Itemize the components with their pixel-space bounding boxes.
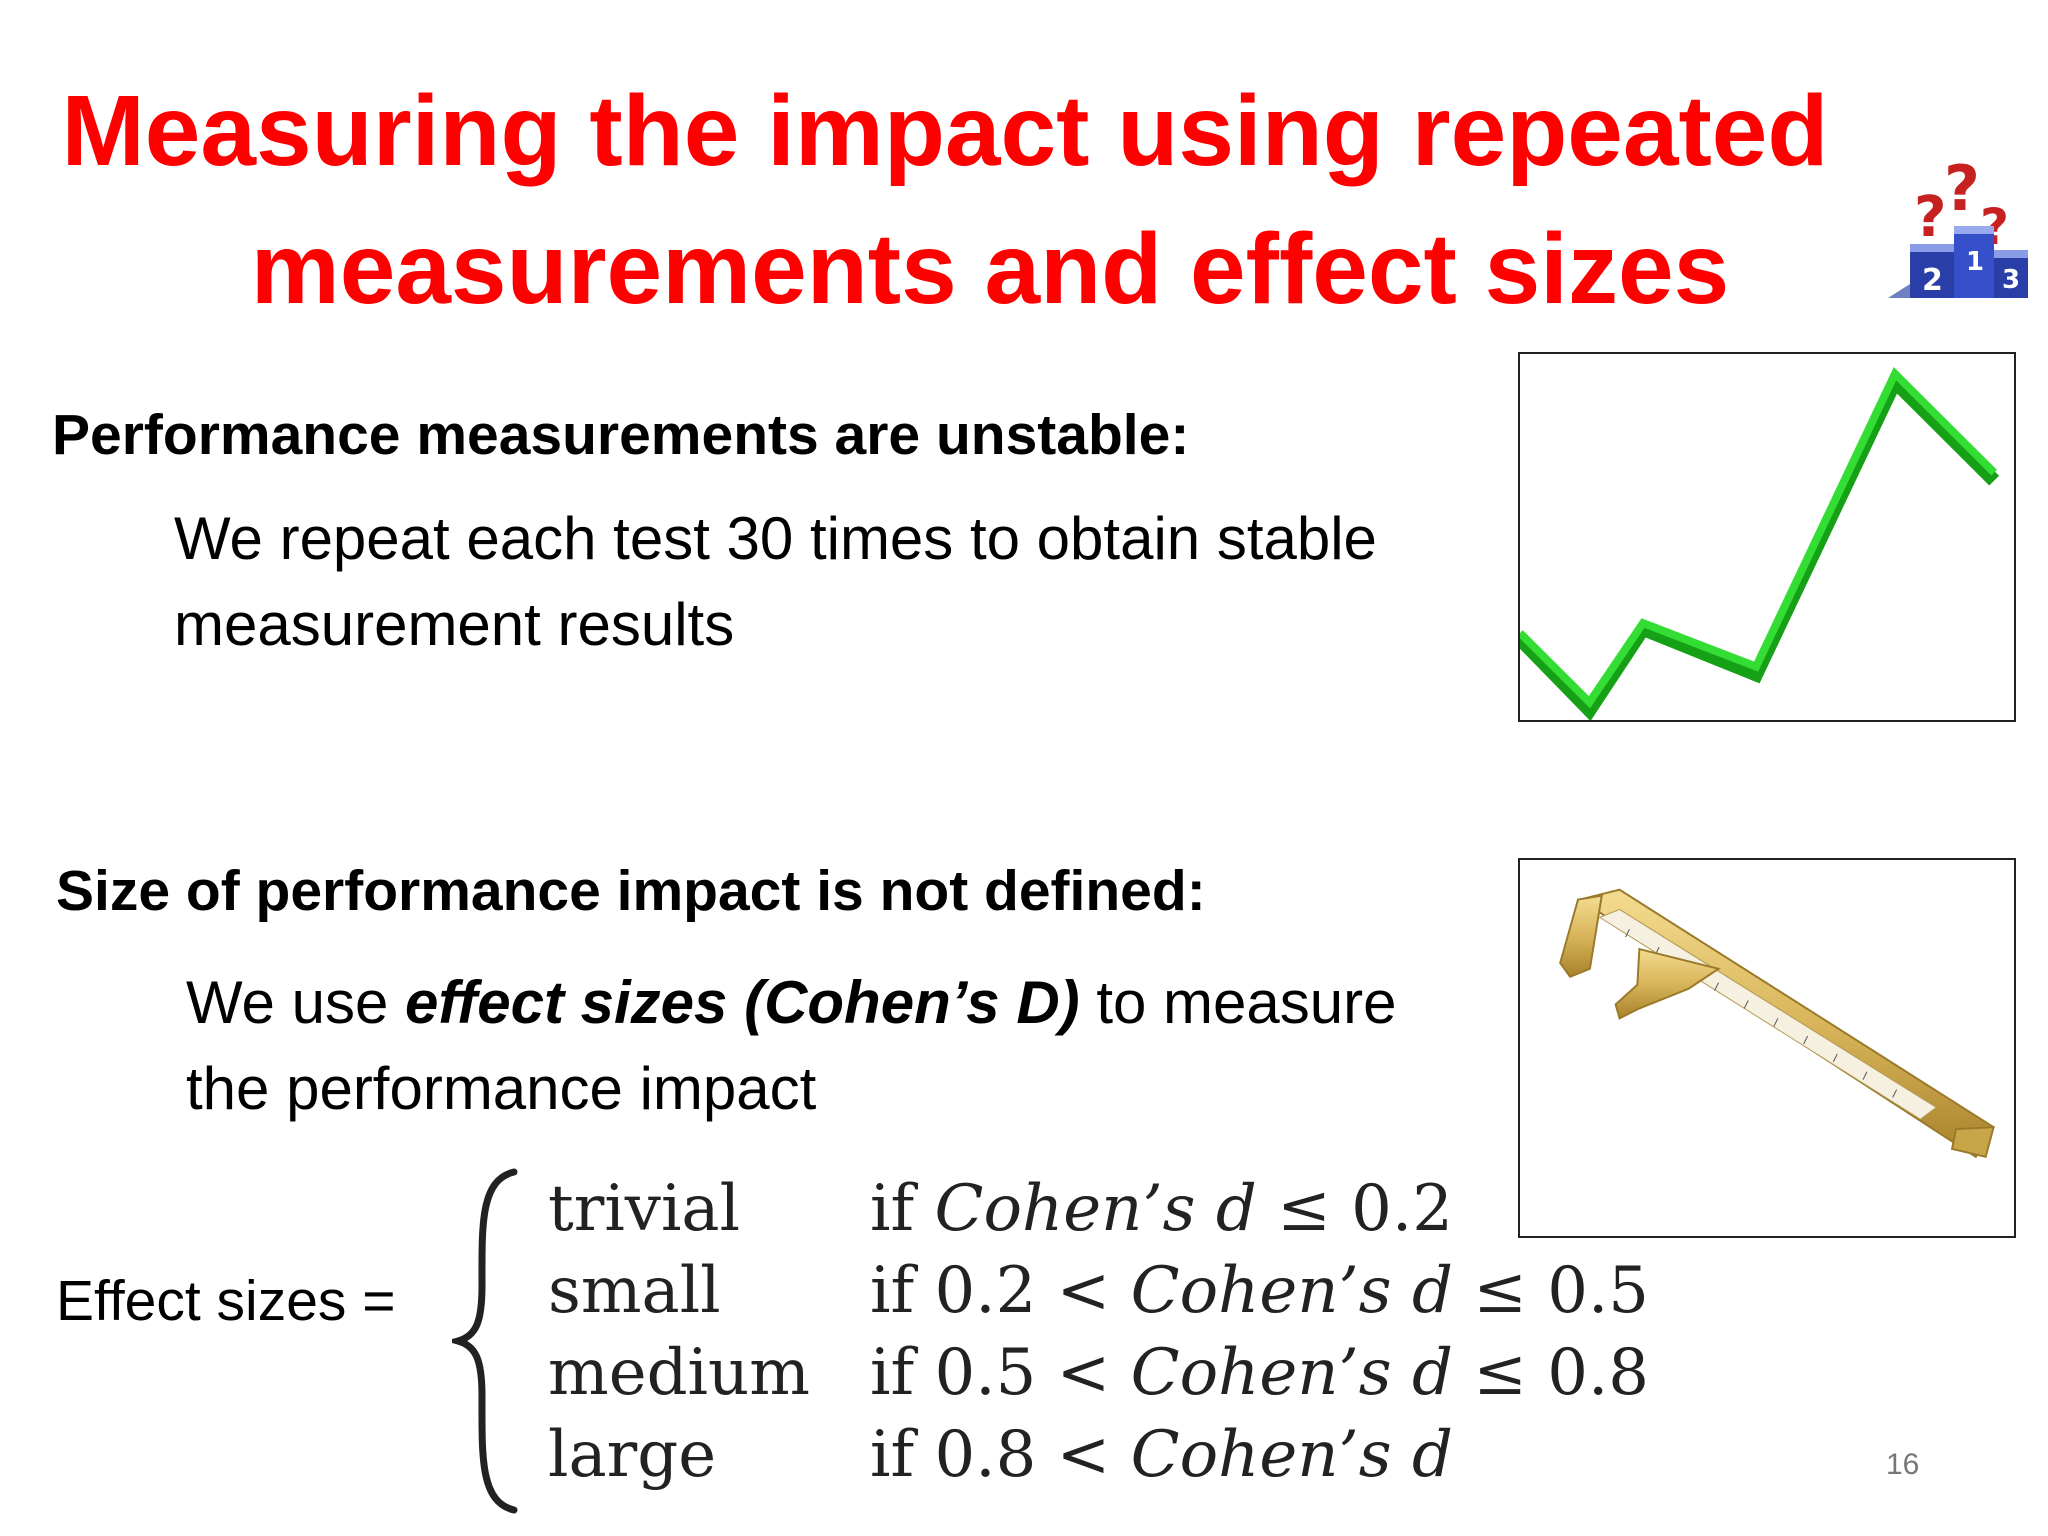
case-condition: if 0.2 < Cohen’s d ≤ 0.5 bbox=[870, 1254, 1649, 1328]
case-condition: if 0.5 < Cohen’s d ≤ 0.8 bbox=[870, 1336, 1649, 1410]
body-prefix: We use bbox=[186, 969, 405, 1036]
page-number: 16 bbox=[1886, 1448, 1920, 1481]
title-line-2: measurements and effect sizes bbox=[250, 213, 1730, 325]
unstable-line-chart-icon bbox=[1518, 352, 2016, 722]
title-line-1: Measuring the impact using repeated bbox=[61, 75, 1829, 187]
case-name: large bbox=[548, 1418, 717, 1492]
section-heading-unstable: Performance measurements are unstable: bbox=[52, 403, 1190, 467]
podium-question-marks-icon: ? ? ? 2 1 3 bbox=[1888, 148, 2048, 304]
svg-text:3: 3 bbox=[2002, 265, 2020, 295]
section-body-effect-sizes: We use effect sizes (Cohen’s D) to measu… bbox=[186, 960, 1486, 1132]
case-row-trivial: trivial if Cohen’s d ≤ 0.2 bbox=[548, 1168, 1649, 1250]
svg-text:1: 1 bbox=[1966, 247, 1984, 277]
svg-text:?: ? bbox=[1914, 185, 1946, 250]
section-body-repeat: We repeat each test 30 times to obtain s… bbox=[174, 505, 1377, 658]
case-name: small bbox=[548, 1254, 721, 1328]
effect-sizes-label: Effect sizes = bbox=[56, 1269, 396, 1333]
effect-size-cases: trivial if Cohen’s d ≤ 0.2 small if 0.2 … bbox=[548, 1168, 1649, 1496]
left-brace-icon bbox=[452, 1168, 518, 1514]
svg-text:2: 2 bbox=[1922, 263, 1943, 298]
section-heading-size: Size of performance impact is not define… bbox=[56, 859, 1206, 923]
svg-text:?: ? bbox=[1944, 152, 1980, 225]
slide-title: Measuring the impact using repeated meas… bbox=[60, 62, 1960, 338]
case-row-medium: medium if 0.5 < Cohen’s d ≤ 0.8 bbox=[548, 1332, 1649, 1414]
caliper-icon bbox=[1518, 858, 2016, 1238]
case-condition: if Cohen’s d ≤ 0.2 bbox=[870, 1172, 1453, 1246]
body-emphasis: effect sizes (Cohen’s D) bbox=[405, 969, 1080, 1036]
case-condition: if 0.8 < Cohen’s d bbox=[870, 1418, 1453, 1492]
case-row-large: large if 0.8 < Cohen’s d bbox=[548, 1414, 1649, 1496]
case-row-small: small if 0.2 < Cohen’s d ≤ 0.5 bbox=[548, 1250, 1649, 1332]
case-name: trivial bbox=[548, 1172, 741, 1246]
case-name: medium bbox=[548, 1336, 810, 1410]
body-suffix: to measure the performance impact bbox=[186, 969, 1397, 1122]
